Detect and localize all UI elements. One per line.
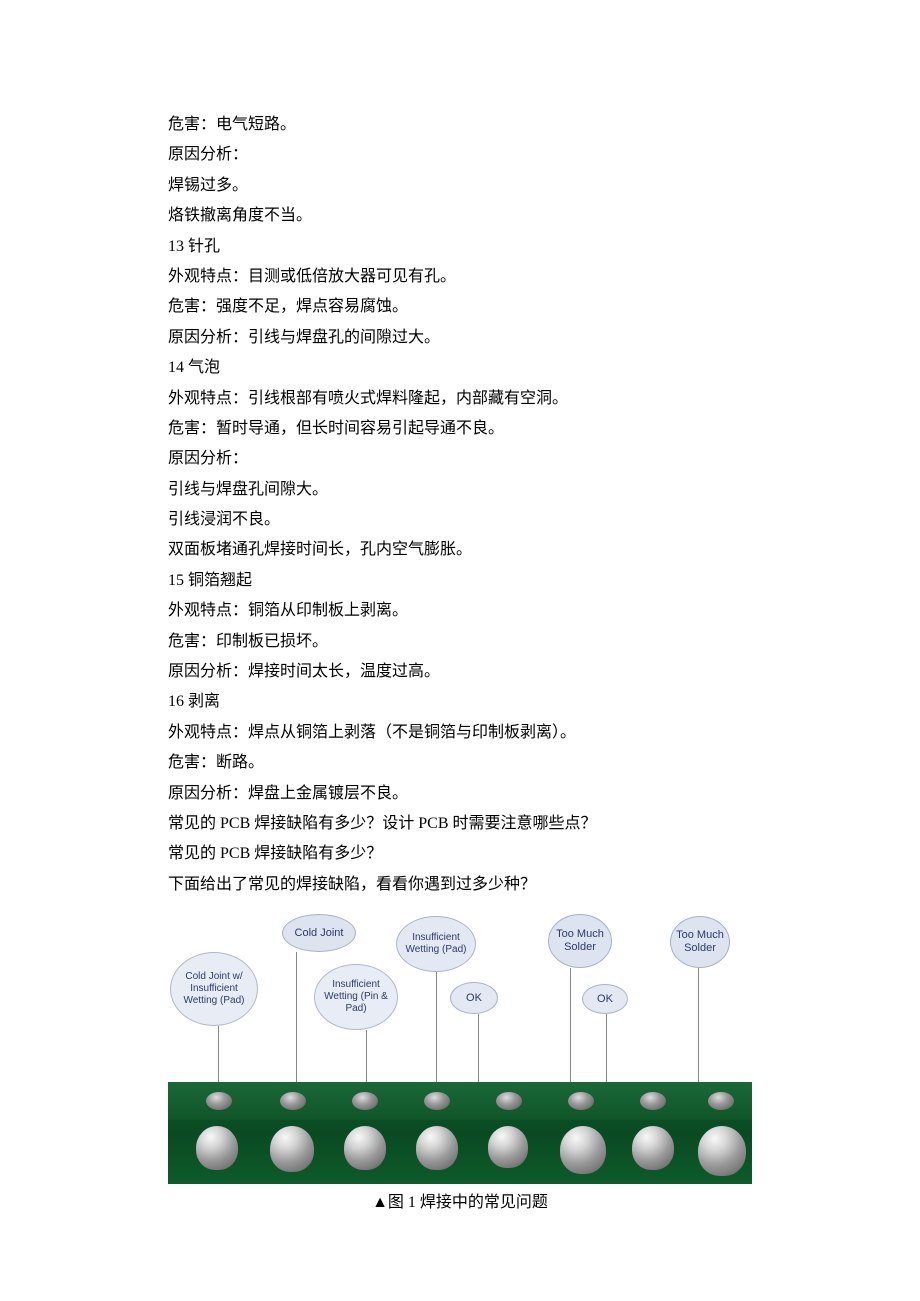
paragraph-line: 原因分析：焊盘上金属镀层不良。	[168, 779, 752, 809]
paragraph-line: 引线与焊盘孔间隙大。	[168, 475, 752, 505]
paragraph-line: 引线浸润不良。	[168, 505, 752, 535]
paragraph-line: 常见的 PCB 焊接缺陷有多少？设计 PCB 时需要注意哪些点？	[168, 809, 752, 839]
paragraph-line: 危害：印制板已损坏。	[168, 627, 752, 657]
bubble-insufficient-wetting-pad: Insufficient Wetting (Pad)	[396, 916, 476, 972]
solder-joint	[344, 1126, 386, 1170]
pointer-line	[296, 952, 297, 1086]
paragraph-line: 焊锡过多。	[168, 171, 752, 201]
pointer-line	[698, 968, 699, 1086]
paragraph-line: 危害：暂时导通，但长时间容易引起导通不良。	[168, 414, 752, 444]
pointer-line	[436, 972, 437, 1086]
paragraph-line: 原因分析：引线与焊盘孔的间隙过大。	[168, 323, 752, 353]
solder-joint	[632, 1126, 674, 1170]
paragraph-line: 外观特点：铜箔从印制板上剥离。	[168, 596, 752, 626]
paragraph-line: 原因分析：	[168, 140, 752, 170]
solder-joint	[560, 1126, 606, 1174]
pointer-line	[366, 1030, 367, 1086]
solder-joint	[698, 1126, 746, 1176]
paragraph-line: 双面板堵通孔焊接时间长，孔内空气膨胀。	[168, 535, 752, 565]
bubble-ok-1: OK	[450, 982, 498, 1014]
bubble-insufficient-wetting-pin-pad: Insufficient Wetting (Pin & Pad)	[314, 964, 398, 1030]
bubble-too-much-solder-1: Too Much Solder	[548, 914, 612, 968]
document-body: 危害：电气短路。原因分析：焊锡过多。烙铁撤离角度不当。13 针孔外观特点：目测或…	[168, 110, 752, 900]
paragraph-line: 13 针孔	[168, 232, 752, 262]
paragraph-line: 15 铜箔翘起	[168, 566, 752, 596]
paragraph-line: 危害：断路。	[168, 748, 752, 778]
paragraph-line: 外观特点：引线根部有喷火式焊料隆起，内部藏有空洞。	[168, 384, 752, 414]
bubble-ok-2: OK	[582, 984, 628, 1014]
paragraph-line: 烙铁撤离角度不当。	[168, 201, 752, 231]
pointer-line	[570, 968, 571, 1086]
paragraph-line: 16 剥离	[168, 687, 752, 717]
solder-defect-diagram: Cold Joint w/ Insufficient Wetting (Pad)…	[168, 904, 752, 1184]
paragraph-line: 原因分析：	[168, 444, 752, 474]
bubble-cold-joint: Cold Joint	[282, 914, 356, 952]
paragraph-line: 危害：强度不足，焊点容易腐蚀。	[168, 292, 752, 322]
bubble-cold-joint-insufficient-wetting-pad: Cold Joint w/ Insufficient Wetting (Pad)	[170, 952, 258, 1026]
pointer-line	[606, 1014, 607, 1086]
solder-joint	[270, 1126, 314, 1172]
paragraph-line: 下面给出了常见的焊接缺陷，看看你遇到过多少种？	[168, 870, 752, 900]
figure-caption: ▲图 1 焊接中的常见问题	[168, 1188, 752, 1218]
paragraph-line: 外观特点：焊点从铜箔上剥落（不是铜箔与印制板剥离）。	[168, 718, 752, 748]
pointer-line	[218, 1026, 219, 1086]
paragraph-line: 14 气泡	[168, 353, 752, 383]
bubble-too-much-solder-2: Too Much Solder	[670, 916, 730, 968]
paragraph-line: 危害：电气短路。	[168, 110, 752, 140]
paragraph-line: 外观特点：目测或低倍放大器可见有孔。	[168, 262, 752, 292]
paragraph-line: 原因分析：焊接时间太长，温度过高。	[168, 657, 752, 687]
pointer-line	[478, 1014, 479, 1086]
figure-1: Cold Joint w/ Insufficient Wetting (Pad)…	[168, 904, 752, 1218]
solder-joint	[416, 1126, 458, 1170]
solder-joint	[488, 1126, 528, 1168]
pcb-board	[168, 1082, 752, 1184]
solder-joint	[196, 1126, 238, 1170]
paragraph-line: 常见的 PCB 焊接缺陷有多少？	[168, 839, 752, 869]
